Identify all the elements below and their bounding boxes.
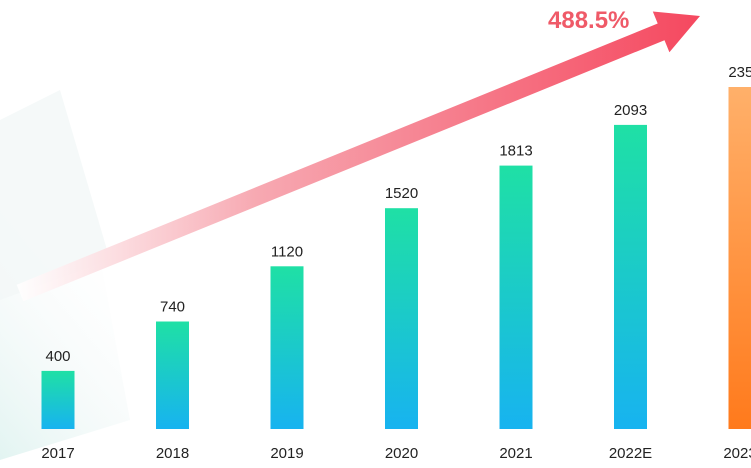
x-tick-2022E: 2022E [609,445,652,462]
value-labels: 400 740 1120 1520 1813 2093 2354 [45,64,751,365]
value-label-2017: 400 [45,348,70,365]
bar-2019 [270,266,304,429]
x-tick-2019: 2019 [270,445,303,462]
bar-2020 [385,208,418,429]
value-label-2019: 1120 [271,243,303,260]
x-tick-2021: 2021 [499,445,532,462]
bars [41,87,751,430]
x-tick-2020: 2020 [385,445,418,462]
value-label-2023E: 2354 [728,64,751,81]
growth-arrow-shape [16,11,701,302]
bar-2021 [499,165,533,429]
value-label-2021: 1813 [499,143,532,160]
bar-2023E [728,87,751,429]
value-label-2018: 740 [160,299,185,316]
growth-arrow [16,11,701,302]
value-label-2022E: 2093 [614,102,647,119]
bar-2017 [41,370,75,429]
x-tick-2018: 2018 [156,445,189,462]
x-tick-2017: 2017 [41,445,74,462]
bar-2022E [614,124,647,430]
growth-annotation: 488.5% [548,7,630,34]
bar-2018 [156,321,189,429]
value-label-2020: 1520 [385,185,418,202]
x-tick-2023E: 2023E [723,445,751,462]
x-axis-ticks: 2017 2018 2019 2020 2021 2022E 2023E [41,445,751,462]
